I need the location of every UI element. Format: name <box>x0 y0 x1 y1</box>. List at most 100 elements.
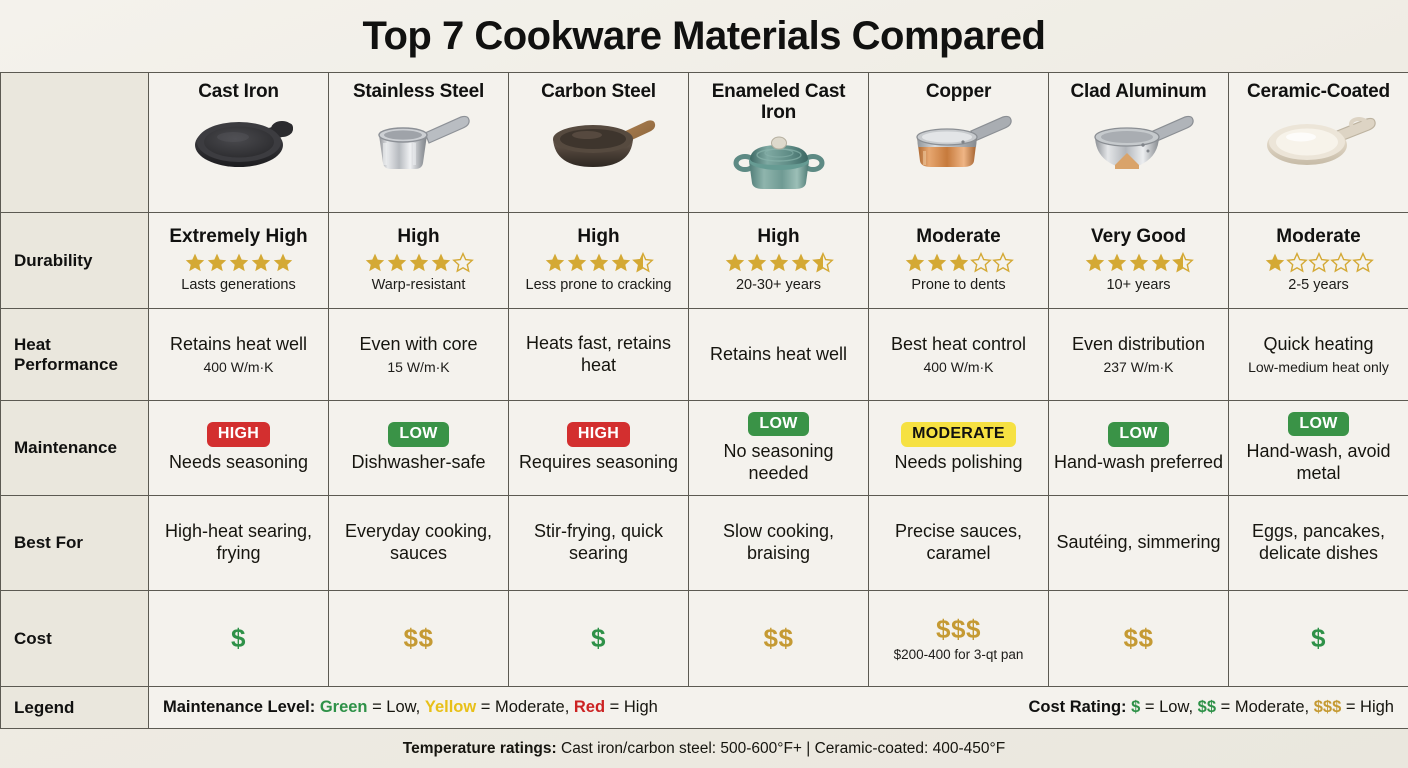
maintenance-badge: MODERATE <box>901 422 1016 447</box>
row-label-maintenance: Maintenance <box>0 400 149 496</box>
star-glyph <box>1129 253 1148 272</box>
heat-main: Even with core <box>359 333 478 354</box>
stainless-saucepan-icon <box>333 111 504 173</box>
maintenance-note: Hand-wash preferred <box>1053 452 1224 472</box>
star-glyph <box>611 253 630 272</box>
row-legend: Legend Maintenance Level: Green = Low, Y… <box>0 686 1408 729</box>
heat-performance-cell: Quick heating Low-medium heat only <box>1228 308 1408 401</box>
star-glyph <box>567 253 586 272</box>
star-glyph <box>905 253 924 272</box>
heat-performance-cell: Best heat control 400 W/m·K <box>868 308 1049 401</box>
star-glyph <box>1171 252 1194 273</box>
legend-yellow-eq: = Moderate, <box>476 698 574 716</box>
legend-cell: Maintenance Level: Green = Low, Yellow =… <box>148 686 1408 729</box>
row-cost: Cost $ $$ $ $$ $$$ $200-400 for 3-qt pan $$ $ <box>0 590 1408 687</box>
heat-main: Heats fast, retains heat <box>525 332 672 375</box>
heat-conductivity: 15 W/m·K <box>387 359 450 376</box>
legend-cost-moderate-symbol: $$ <box>1197 698 1217 716</box>
material-name: Carbon Steel <box>541 81 656 102</box>
legend-red-word: Red <box>573 698 606 716</box>
maintenance-cell: LOW Dishwasher-safe <box>328 400 509 496</box>
maintenance-cell: MODERATE Needs polishing <box>868 400 1049 496</box>
durability-cell: Moderate 2-5 years <box>1228 212 1408 309</box>
material-name: Enameled Cast Iron <box>711 81 846 123</box>
durability-star-rating <box>513 252 684 274</box>
maintenance-note: No seasoning needed <box>723 441 834 483</box>
star-glyph <box>207 253 226 272</box>
cost-cell: $ <box>148 590 329 687</box>
durability-level: Extremely High <box>169 226 308 248</box>
legend-cost-title: Cost Rating: <box>1028 698 1127 716</box>
star-glyph <box>431 253 450 272</box>
material-header-1: Cast Iron <box>148 72 329 213</box>
legend-green-eq: = Low, <box>367 698 425 716</box>
durability-cell: Very Good 10+ years <box>1048 212 1229 309</box>
row-label-legend: Legend <box>0 686 149 729</box>
material-header-3: Carbon Steel <box>508 72 689 213</box>
copper-saute-pan-icon <box>873 111 1044 173</box>
maintenance-cell: LOW Hand-wash, avoid metal <box>1228 400 1408 496</box>
material-name: Stainless Steel <box>352 81 485 102</box>
legend-cost-low-symbol: $ <box>1131 698 1141 716</box>
star-glyph <box>725 253 744 272</box>
heat-performance-cell: Even distribution 237 W/m·K <box>1048 308 1229 401</box>
enameled-dutch-oven-icon <box>693 131 864 193</box>
cast-iron-skillet-icon <box>153 111 324 173</box>
material-name: Clad Aluminum <box>1070 81 1207 102</box>
material-header-5: Copper <box>868 72 1049 213</box>
heat-main: Even distribution <box>1071 333 1206 354</box>
legend-cost-high-eq: = High <box>1341 698 1394 716</box>
maintenance-cell: LOW No seasoning needed <box>688 400 869 496</box>
maintenance-note: Needs seasoning <box>168 452 309 472</box>
best-for-cell: Eggs, pancakes, delicate dishes <box>1228 495 1408 591</box>
durability-cell: High 20-30+ years <box>688 212 869 309</box>
legend-maintenance-title: Maintenance Level: <box>163 698 316 716</box>
carbon-steel-wok-icon <box>513 111 684 173</box>
durability-star-rating <box>1053 252 1224 274</box>
star-glyph <box>969 252 992 273</box>
heat-main: Retains heat well <box>709 343 848 364</box>
best-for-cell: Sautéing, simmering <box>1048 495 1229 591</box>
material-header-7: Ceramic-Coated <box>1228 72 1408 213</box>
star-glyph <box>273 253 292 272</box>
maintenance-badge: LOW <box>748 411 809 437</box>
durability-cell: Moderate Prone to dents <box>868 212 1049 309</box>
heat-main: Quick heating <box>1263 333 1374 354</box>
best-for-text: Everyday cooking, sauces <box>344 521 493 563</box>
heat-performance-cell: Retains heat well <box>688 308 869 401</box>
legend-cost-low-eq: = Low, <box>1140 698 1198 716</box>
cost-note: $200-400 for 3-qt pan <box>893 647 1024 663</box>
cost-cell: $$ <box>1048 590 1229 687</box>
row-label-heat-performance: Heat Performance <box>0 308 149 401</box>
cost-symbols: $ <box>231 623 246 654</box>
star-glyph <box>631 252 654 273</box>
durability-cell: Extremely High Lasts generations <box>148 212 329 309</box>
heat-main: Retains heat well <box>169 333 308 354</box>
maintenance-badge: LOW <box>1288 411 1349 437</box>
star-glyph <box>185 253 204 272</box>
best-for-text: Sautéing, simmering <box>1056 532 1221 553</box>
star-glyph <box>1151 253 1170 272</box>
footer-note: Temperature ratings: Cast iron/carbon st… <box>0 729 1408 768</box>
cost-cell: $$ <box>688 590 869 687</box>
heat-performance-cell: Even with core 15 W/m·K <box>328 308 509 401</box>
table-header-row: Cast Iron Stainless Steel Carbon Steel Enam… <box>0 72 1408 213</box>
star-glyph <box>251 253 270 272</box>
material-name: Cast Iron <box>198 81 279 102</box>
durability-star-rating <box>1233 252 1404 274</box>
durability-star-rating <box>693 252 864 274</box>
maintenance-badge: LOW <box>388 422 449 447</box>
maintenance-cell: LOW Hand-wash preferred <box>1048 400 1229 496</box>
durability-level: High <box>757 226 800 248</box>
star-glyph <box>927 253 946 272</box>
star-glyph <box>409 253 428 272</box>
star-glyph <box>769 253 788 272</box>
maintenance-note: Needs polishing <box>894 452 1023 472</box>
cost-cell: $ <box>508 590 689 687</box>
material-header-4: Enameled Cast Iron <box>688 72 869 213</box>
durability-note: 10+ years <box>1106 277 1171 294</box>
legend-cost-high-symbol: $$$ <box>1313 698 1342 716</box>
footer-text: Cast iron/carbon steel: 500-600°F+ | Cer… <box>556 740 1006 757</box>
durability-level: Moderate <box>1276 226 1361 248</box>
